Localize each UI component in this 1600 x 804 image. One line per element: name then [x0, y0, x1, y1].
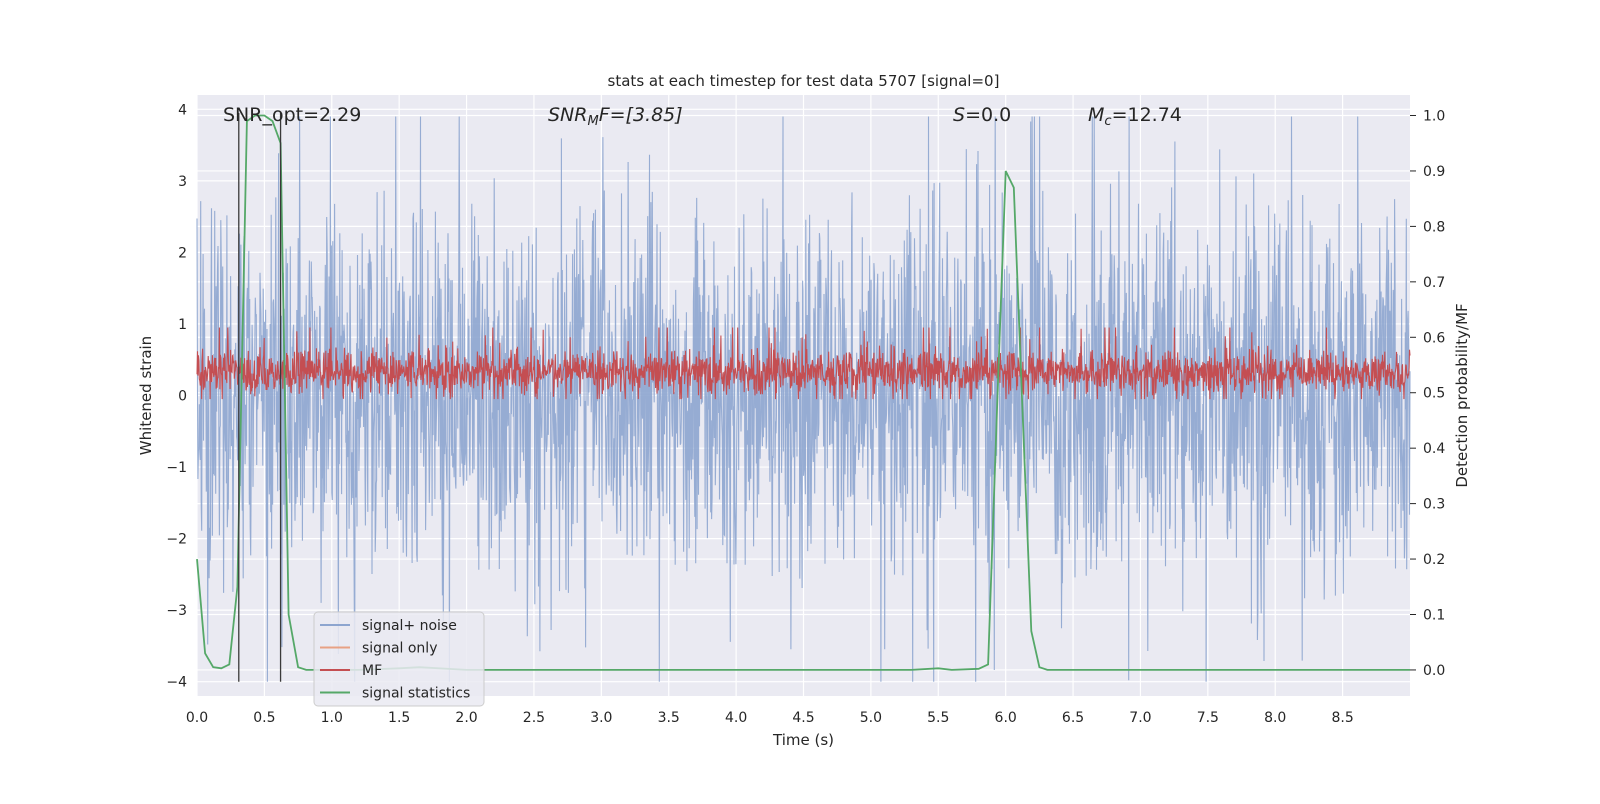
x-tick-label: 2.5: [523, 710, 545, 726]
x-tick-label: 2.0: [455, 710, 477, 726]
legend-label: signal+ noise: [362, 618, 457, 634]
annotation-snr-mf: SNRMF=[3.85]: [548, 104, 683, 129]
annotation-snr-opt: SNR_opt=2.29: [223, 104, 361, 126]
y2-tick-label: 0.3: [1423, 497, 1445, 513]
x-tick-label: 7.0: [1129, 710, 1151, 726]
annotation-snr-mf-rest: F=[3.85]: [599, 104, 683, 126]
annotation-mc-rest: =12.74: [1112, 104, 1182, 126]
vertical-markers: [238, 112, 282, 682]
y2-tick-label: 0.1: [1423, 607, 1445, 623]
x-tick-label: 5.0: [860, 710, 882, 726]
x-tick-label: 4.5: [792, 710, 814, 726]
x-tick-label: 6.5: [1062, 710, 1084, 726]
y-tick-label: −2: [166, 532, 187, 548]
annotations: SNR_opt=2.29 SNRMF=[3.85] S=0.0 Mc=12.74: [223, 104, 1182, 129]
annotation-snr-mf-main: SNR: [548, 104, 587, 126]
x-tick-label: 0.5: [253, 710, 275, 726]
x-tick-label: 4.0: [725, 710, 747, 726]
x-tick-label: 6.0: [995, 710, 1017, 726]
x-tick-label: 1.0: [321, 710, 343, 726]
y-tick-label: 3: [178, 174, 187, 190]
annotation-mc: Mc=12.74: [1088, 104, 1182, 129]
legend-label: signal statistics: [362, 686, 470, 702]
y2-tick-label: 0.9: [1423, 164, 1445, 180]
legend: signal+ noise signal only MF signal statist…: [313, 611, 485, 707]
y-axis-label: Whitened strain: [137, 336, 155, 455]
annotation-s: S=0.0: [953, 104, 1011, 126]
y-tick-label: −3: [166, 603, 187, 619]
y-tick-label: 2: [178, 245, 187, 261]
x-tick-label: 1.5: [388, 710, 410, 726]
annotation-mc-sub: c: [1104, 114, 1111, 129]
y-tick-label: −1: [166, 460, 187, 476]
x-tick-label: 5.5: [927, 710, 949, 726]
annotation-snr-mf-sub: M: [587, 114, 598, 129]
annotation-s-rest: =0.0: [965, 104, 1011, 126]
x-tick-label: 8.5: [1331, 710, 1353, 726]
y2-tick-label: 0.8: [1423, 219, 1445, 235]
y-tick-label: 4: [178, 102, 187, 118]
legend-label: MF: [362, 663, 382, 679]
series-signal-noise: [196, 116, 1411, 682]
y2-tick-label: 1.0: [1423, 109, 1445, 125]
x-tick-label: 3.5: [658, 710, 680, 726]
y-tick-label: 1: [178, 317, 187, 333]
y2-tick-label: 0.6: [1423, 330, 1445, 346]
legend-box: [313, 611, 485, 707]
annotation-mc-main: M: [1088, 104, 1104, 126]
annotation-s-italic: S: [953, 104, 965, 126]
series-mf: [196, 327, 1411, 400]
x-tick-label: 0.0: [186, 710, 208, 726]
x-tick-label: 3.0: [590, 710, 612, 726]
y-tick-label: −4: [166, 675, 187, 691]
x-tick-label: 8.0: [1264, 710, 1286, 726]
chart-title: stats at each timestep for test data 570…: [608, 72, 1000, 90]
y2-tick-label: 0.5: [1423, 386, 1445, 402]
axes: 0.0 0.5 1.0 1.5 2.0 2.5 3.0 3.5 4.0 4.5 5.0 5.5 6.0 6…: [166, 102, 1445, 726]
y2-tick-label: 0.4: [1423, 441, 1445, 457]
y2-tick-label: 0.0: [1423, 663, 1445, 679]
x-axis-label: Time (s): [772, 731, 834, 749]
y2-tick-label: 0.7: [1423, 275, 1445, 291]
x-tick-label: 7.5: [1197, 710, 1219, 726]
y2-tick-label: 0.2: [1423, 552, 1445, 568]
y-tick-label: 0: [178, 389, 187, 405]
legend-label: signal only: [362, 641, 437, 657]
y2-axis-label: Detection probability/MF: [1453, 303, 1471, 487]
